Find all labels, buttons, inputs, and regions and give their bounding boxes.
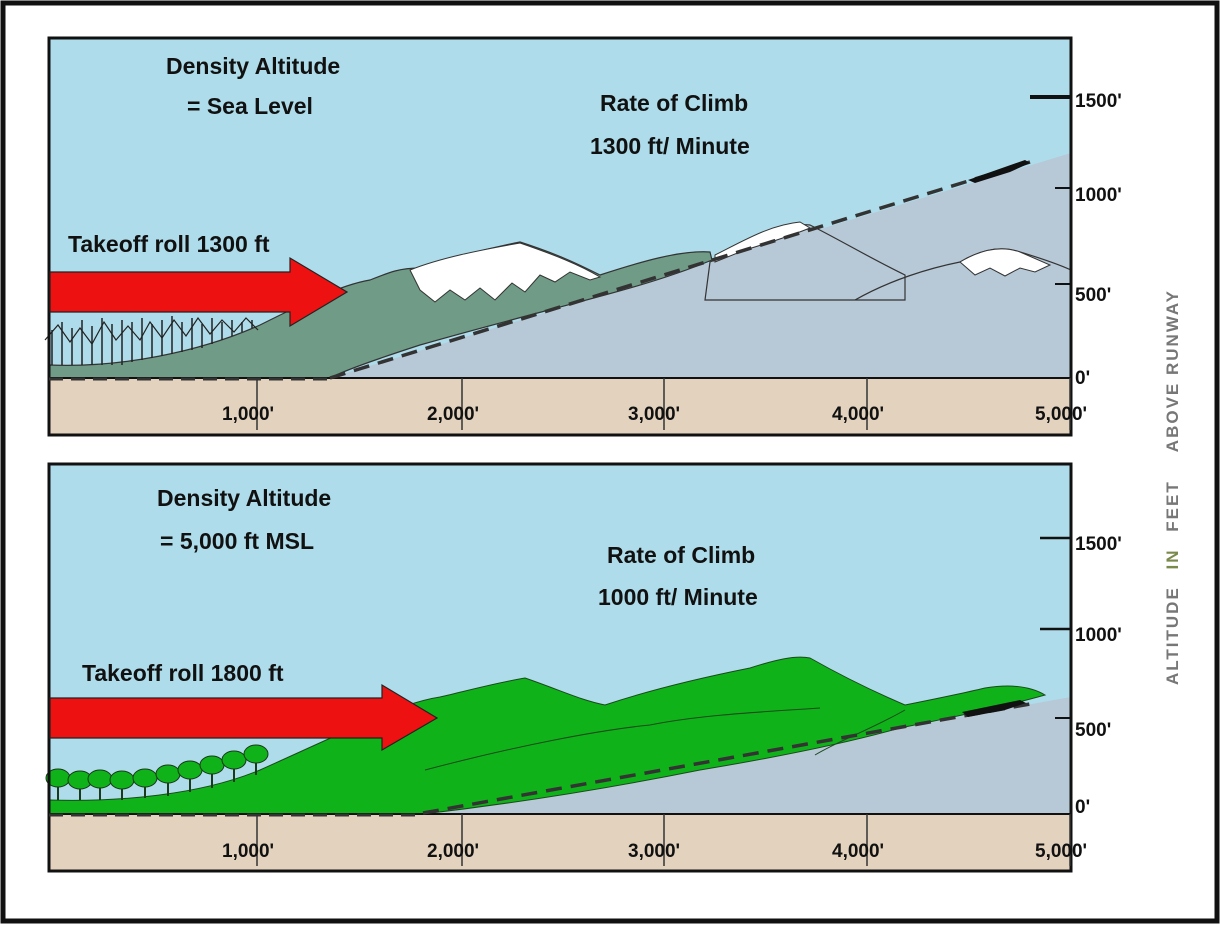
tree-canopy: [132, 768, 158, 788]
y-tick-label: 0': [1075, 368, 1090, 389]
runway-ground: [48, 377, 1072, 436]
trees: [45, 744, 269, 800]
rate-of-climb-value: 1000 ft/ Minute: [598, 584, 758, 610]
x-tick-label: 2,000': [427, 404, 479, 425]
density-altitude-value: = Sea Level: [187, 93, 313, 119]
rate-of-climb-value: 1300 ft/ Minute: [590, 133, 750, 159]
takeoff-roll-arrow: [49, 683, 439, 752]
tree-canopy: [221, 750, 247, 770]
density-altitude-label: Density Altitude: [166, 53, 340, 79]
y-axis-label: ALTITUDE IN FEET ABOVE RUNWAY: [1163, 289, 1182, 685]
density-altitude-value: = 5,000 ft MSL: [160, 528, 314, 554]
runway-ground: [48, 813, 1072, 872]
takeoff-roll-label: Takeoff roll 1800 ft: [82, 660, 284, 686]
climb-path: [422, 702, 1031, 815]
rate-of-climb-label: Rate of Climb: [600, 90, 748, 116]
x-tick-label: 4,000': [832, 404, 884, 425]
y-tick-label: 500': [1075, 720, 1111, 741]
airplane-icon: [968, 160, 1030, 183]
x-tick-label: 3,000': [628, 841, 680, 862]
y-axis-label-part: ABOVE RUNWAY: [1163, 289, 1182, 452]
hill-outline: [424, 707, 821, 771]
snow-cap: [959, 248, 1052, 277]
y-axis-label-part: FEET: [1163, 480, 1182, 531]
tree-trunks: [57, 760, 257, 800]
tree-canopy: [155, 764, 181, 784]
density-altitude-label: Density Altitude: [157, 485, 331, 511]
y-axis-label-part: ALTITUDE: [1163, 586, 1182, 685]
airplane-icon: [962, 700, 1026, 717]
panel-border: [47, 462, 1073, 873]
tree-canopy: [109, 770, 135, 790]
y-tick-label: 0': [1075, 797, 1090, 818]
climb-path: [329, 160, 1031, 380]
x-tick-label: 4,000': [832, 841, 884, 862]
rate-of-climb-label: Rate of Climb: [607, 542, 755, 568]
x-tick-label: 1,000': [222, 841, 274, 862]
tree-branches: [44, 316, 259, 346]
tree-canopy: [243, 744, 269, 764]
panel-border: [47, 36, 1073, 437]
y-tick-label: 1000': [1075, 185, 1122, 206]
takeoff-roll-arrow: [49, 256, 349, 328]
x-tick-label: 1,000': [222, 404, 274, 425]
x-tick-label: 2,000': [427, 841, 479, 862]
y-tick-label: 1000': [1075, 625, 1122, 646]
panel-5000-msl: Density Altitude = 5,000 ft MSL Rate of …: [45, 462, 1122, 873]
y-tick-label: 1500': [1075, 534, 1122, 555]
panel-sea-level: Density Altitude = Sea Level Rate of Cli…: [44, 36, 1122, 437]
snow-cap: [409, 242, 602, 303]
takeoff-roll-label: Takeoff roll 1300 ft: [68, 231, 270, 257]
tree-canopy: [177, 760, 203, 780]
x-tick-label: 5,000': [1035, 404, 1087, 425]
x-tick-label: 3,000': [628, 404, 680, 425]
x-tick-label: 5,000': [1035, 841, 1087, 862]
tree-canopy: [87, 769, 113, 789]
y-axis-label-part: IN: [1163, 548, 1182, 569]
tree-canopy: [199, 755, 225, 775]
y-tick-label: 500': [1075, 285, 1111, 306]
y-tick-label: 1500': [1075, 91, 1122, 112]
